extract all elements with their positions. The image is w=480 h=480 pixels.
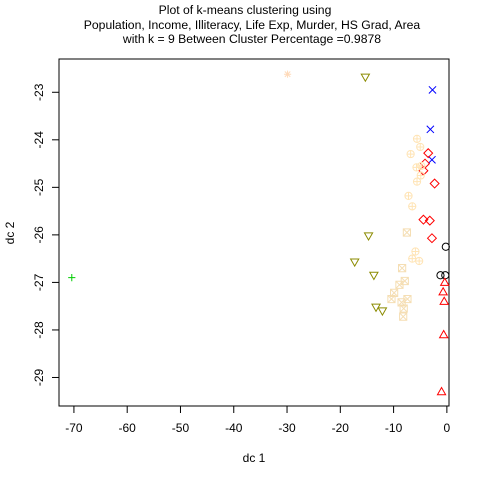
x-tick-label: -60 [119, 421, 137, 435]
data-point [412, 177, 422, 186]
x-tick-label: -20 [332, 421, 350, 435]
data-point [438, 286, 449, 296]
y-tick-label: -23 [32, 83, 46, 101]
data-point [400, 276, 409, 286]
data-point [436, 386, 447, 396]
data-point [408, 202, 417, 211]
data-point [360, 73, 371, 83]
data-point [426, 233, 438, 244]
data-point [399, 304, 408, 313]
y-tick-label: -28 [32, 321, 46, 339]
data-point [398, 264, 407, 273]
chart-title-line-3: with k = 9 Between Cluster Percentage =0… [122, 32, 381, 46]
x-tick-label: -40 [225, 421, 243, 435]
data-point [283, 70, 292, 78]
data-point [408, 254, 417, 263]
y-tick-label: -29 [32, 368, 46, 386]
y-axis: -23 -24 -25 -26 -27 -28 -29 [32, 83, 60, 386]
y-tick-label: -26 [32, 226, 46, 244]
data-point [411, 247, 420, 256]
data-point [418, 214, 429, 225]
data-point [363, 232, 374, 242]
y-tick-label: -24 [32, 131, 46, 149]
data-point [416, 171, 425, 180]
x-tick-label: -70 [65, 421, 83, 435]
x-tick-label: -50 [172, 421, 190, 435]
y-tick-label: -27 [32, 273, 46, 291]
data-point [438, 329, 449, 339]
data-point [399, 312, 408, 321]
data-point [426, 125, 435, 134]
plot-frame [58, 58, 450, 407]
data-point [68, 274, 76, 282]
x-axis: -70 -60 -50 -40 -30 -20 -10 0 [65, 405, 451, 435]
x-tick-label: -30 [278, 421, 296, 435]
data-point [387, 294, 396, 304]
y-axis-label: dc 2 [3, 221, 17, 244]
data-point [368, 271, 379, 281]
x-tick-label: -10 [385, 421, 403, 435]
data-point [412, 134, 422, 143]
data-point [424, 215, 435, 226]
data-point [377, 307, 388, 317]
data-point [412, 163, 421, 172]
chart-title-line-2: Population, Income, Illiteracy, Life Exp… [84, 18, 421, 32]
chart-title-line-1: Plot of k-means clustering using [159, 3, 332, 17]
y-tick-label: -25 [32, 178, 46, 196]
data-point [427, 155, 436, 164]
data-point [429, 178, 440, 189]
data-point [416, 142, 425, 152]
data-point [441, 271, 450, 280]
data-point [395, 280, 404, 289]
data-point [423, 148, 434, 159]
data-point [415, 256, 424, 266]
data-point [439, 277, 450, 286]
data-point [441, 242, 450, 251]
x-axis-label: dc 1 [243, 451, 266, 465]
data-point [417, 161, 426, 171]
data-point [428, 85, 437, 94]
data-points [68, 70, 450, 396]
x-tick-label: 0 [444, 421, 451, 435]
data-point [436, 271, 445, 280]
data-point [439, 296, 450, 305]
data-point [349, 258, 360, 268]
data-point [404, 191, 413, 200]
data-point [406, 149, 415, 159]
data-point [402, 228, 412, 237]
